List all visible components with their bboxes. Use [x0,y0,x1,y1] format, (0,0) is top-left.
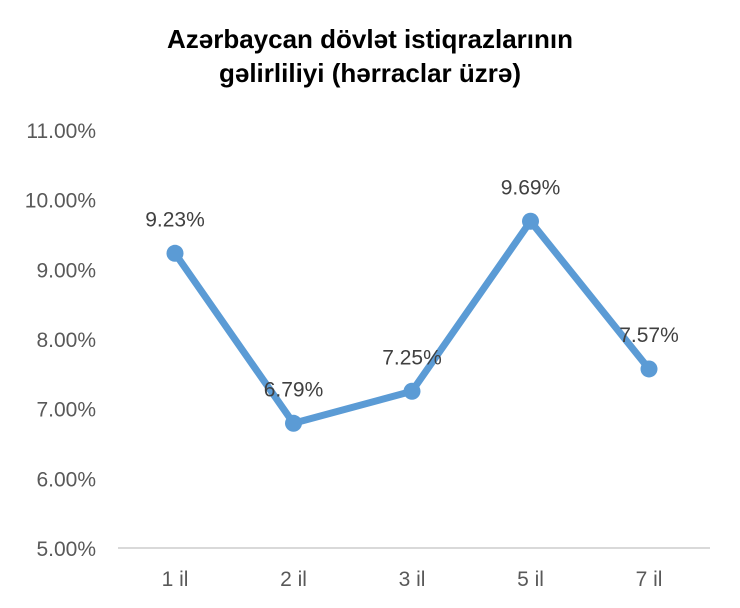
chart-title-line-2: gəlirliliyi (hərraclar üzrə) [218,58,521,88]
x-tick-label: 2 il [280,568,307,591]
data-label: 7.57% [619,324,679,347]
data-point-marker [403,382,421,400]
y-tick-label: 8.00% [36,329,96,352]
y-tick-label: 7.00% [36,399,96,422]
data-point-marker [166,244,184,262]
data-label: 9.23% [145,208,205,231]
y-tick-label: 6.00% [36,468,96,491]
y-tick-label: 5.00% [36,538,96,561]
x-tick-label: 5 il [517,568,544,591]
data-point-marker [522,212,539,230]
x-tick-label: 1 il [162,568,189,591]
chart-title: Azərbaycan dövlət istiqrazlarının gəlirl… [0,22,740,90]
chart-title-line-1: Azərbaycan dövlət istiqrazlarının [166,24,573,54]
data-point-marker [285,414,302,432]
data-label: 6.79% [264,378,324,401]
x-tick-label: 7 il [636,568,663,591]
y-tick-label: 9.00% [36,259,96,282]
data-label: 7.25% [382,346,442,369]
y-tick-label: 11.00% [26,120,96,143]
data-point-marker [640,360,658,378]
x-tick-label: 3 il [399,568,426,591]
data-label: 9.69% [501,176,561,199]
y-tick-label: 10.00% [25,190,96,213]
